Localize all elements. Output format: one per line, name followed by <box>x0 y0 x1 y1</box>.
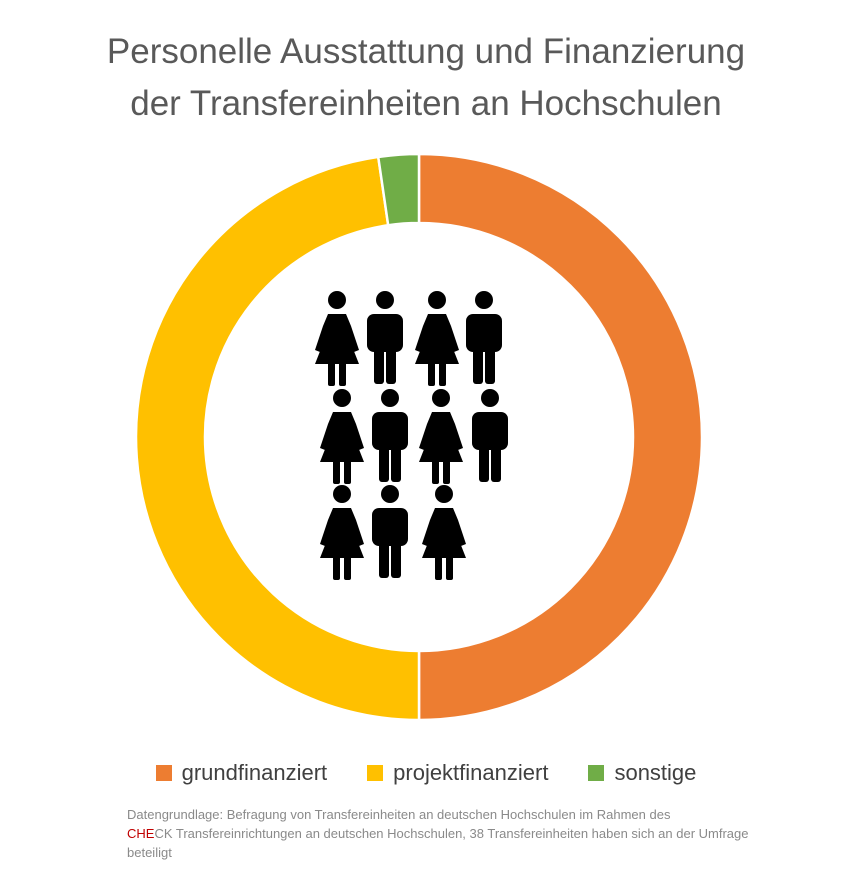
legend-item-projektfinanziert: projektfinanziert <box>367 760 548 786</box>
legend-label-sonstige: sonstige <box>614 760 697 785</box>
legend-label-grundfinanziert: grundfinanziert <box>181 760 328 785</box>
legend: grundfinanziert projektfinanziert sonsti… <box>0 760 852 786</box>
male-icon <box>372 485 408 578</box>
female-icon <box>419 389 463 484</box>
legend-label-projektfinanziert: projektfinanziert <box>393 760 549 785</box>
chart-title-line-2: der Transfereinheiten an Hochschulen <box>130 84 722 123</box>
female-icon <box>320 485 364 580</box>
chart-title-line-1: Personelle Ausstattung und Finanzierung <box>106 32 746 71</box>
legend-item-grundfinanziert: grundfinanziert <box>155 760 328 786</box>
source-check-red: CHE <box>127 826 155 841</box>
donut-slices <box>134 152 704 722</box>
legend-swatch-projektfinanziert <box>367 765 384 781</box>
donut-slice-grundfinanziert <box>417 152 704 722</box>
legend-swatch-sonstige <box>588 765 605 781</box>
legend-swatch-grundfinanziert <box>155 765 172 781</box>
male-icon <box>472 389 508 482</box>
female-icon <box>422 485 466 580</box>
female-icon <box>315 291 359 386</box>
female-icon <box>320 389 364 484</box>
male-icon <box>466 291 502 384</box>
source-note: Datengrundlage: Befragung von Transferei… <box>127 805 767 862</box>
legend-item-sonstige: sonstige <box>588 760 696 786</box>
female-icon <box>415 291 459 386</box>
donut-slice-sonstige <box>376 152 421 227</box>
chart-title: Personelle Ausstattung und Finanzierung … <box>0 26 852 130</box>
male-icon <box>367 291 403 384</box>
source-text-1: Datengrundlage: Befragung von Transferei… <box>127 807 671 822</box>
male-icon <box>372 389 408 482</box>
donut-slice-projektfinanziert <box>134 155 421 722</box>
people-icons <box>315 291 508 580</box>
source-text-2: CK Transfereinrichtungen an deutschen Ho… <box>127 826 749 860</box>
